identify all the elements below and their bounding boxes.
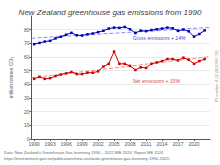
svg-text:2011: 2011 xyxy=(141,141,152,147)
svg-text:2017: 2017 xyxy=(172,141,183,147)
svg-text:1996: 1996 xyxy=(61,141,72,147)
svg-text:Net emissions + 33%: Net emissions + 33% xyxy=(133,78,181,84)
svg-text:40: 40 xyxy=(24,81,30,87)
svg-text:Data: New Zealand's Greenhouse: Data: New Zealand's Greenhouse Gas Inven… xyxy=(4,150,164,155)
svg-text:million tonnes CO₂: million tonnes CO₂ xyxy=(8,57,14,98)
svg-text:https://environment.govt.nz/pu: https://environment.govt.nz/publications… xyxy=(4,156,170,161)
svg-text:1993: 1993 xyxy=(45,141,56,147)
svg-text:0: 0 xyxy=(26,136,30,142)
svg-text:80: 80 xyxy=(24,27,30,33)
svg-text:2002: 2002 xyxy=(93,141,104,147)
svg-text:20: 20 xyxy=(24,109,30,115)
svg-text:1990: 1990 xyxy=(29,141,40,147)
svg-text:2020: 2020 xyxy=(188,141,199,147)
svg-text:30: 30 xyxy=(24,95,30,101)
svg-text:1999: 1999 xyxy=(77,141,88,147)
svg-text:Gross emissions + 14%: Gross emissions + 14% xyxy=(133,35,186,41)
svg-text:PI number 4.12 (2023/06-70): PI number 4.12 (2023/06-70) xyxy=(214,50,219,102)
svg-text:70: 70 xyxy=(24,40,30,46)
svg-text:2008: 2008 xyxy=(124,141,135,147)
svg-text:10: 10 xyxy=(24,122,30,128)
svg-text:50: 50 xyxy=(24,68,30,74)
svg-text:2005: 2005 xyxy=(109,141,120,147)
svg-text:60: 60 xyxy=(24,54,30,60)
svg-text:New Zealand greenhouse gas emi: New Zealand greenhouse gas emissions fro… xyxy=(19,8,202,17)
svg-text:2014: 2014 xyxy=(156,141,167,147)
